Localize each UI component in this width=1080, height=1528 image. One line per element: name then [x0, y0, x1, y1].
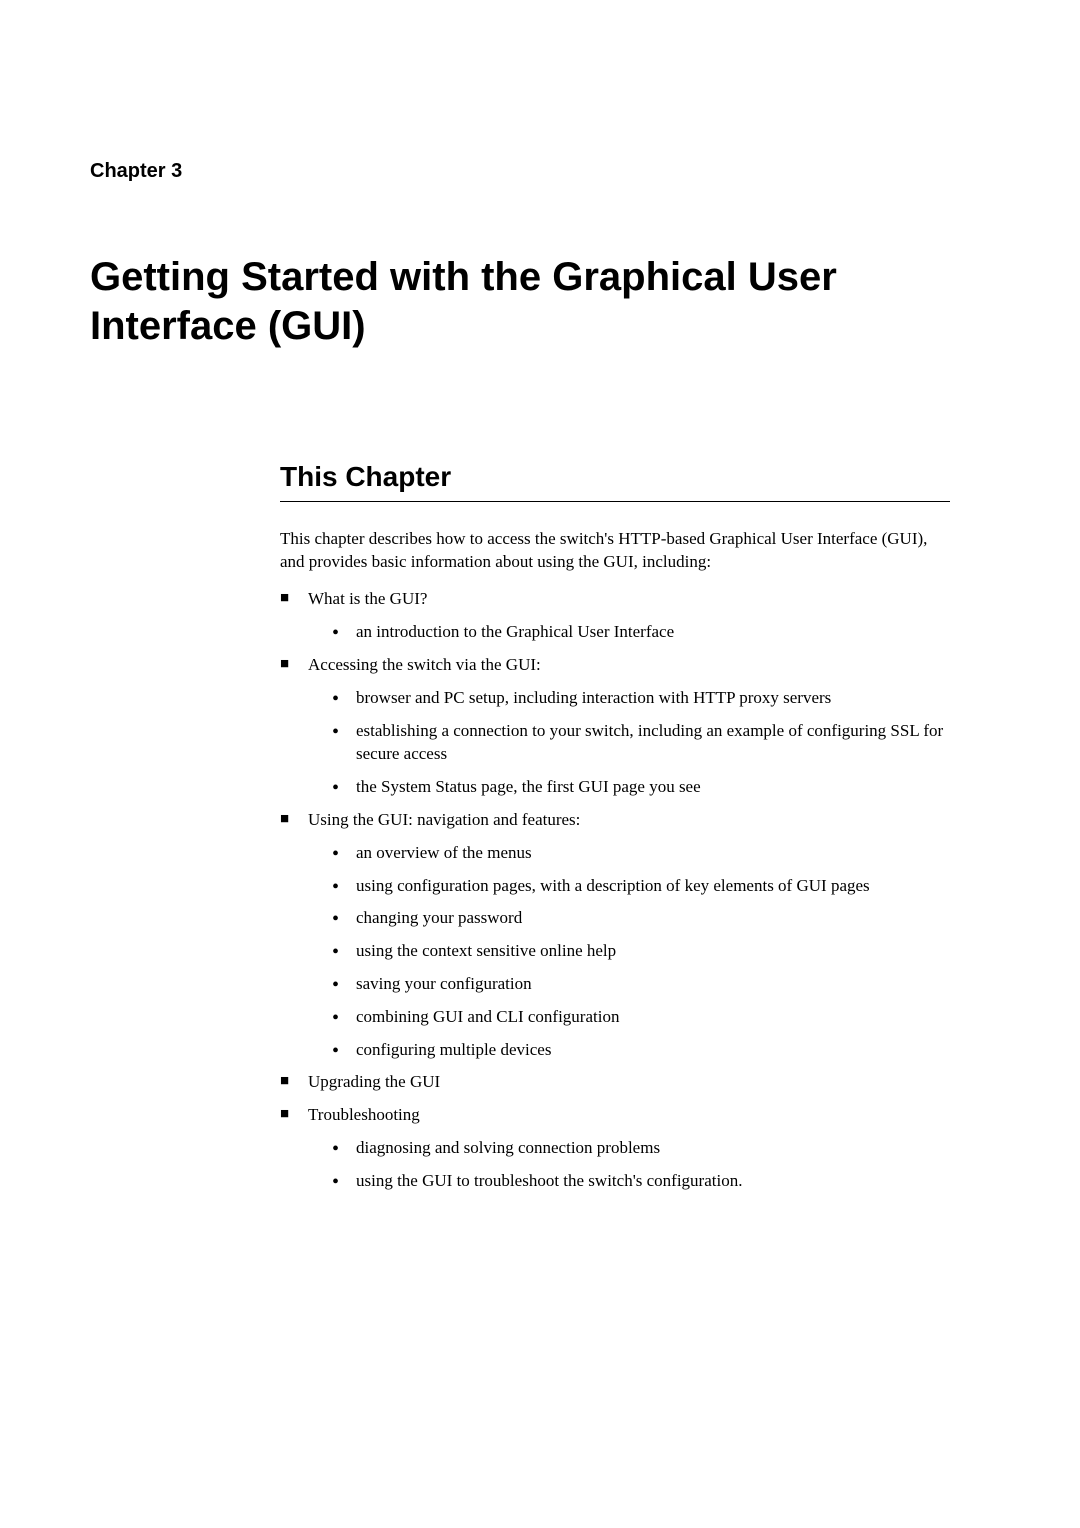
subtopic-list: an overview of the menus using configura… — [328, 841, 950, 1062]
topic-label: Using the GUI: navigation and features: — [308, 810, 580, 829]
subtopic-item: saving your configuration — [328, 972, 950, 996]
topic-item: Troubleshooting diagnosing and solving c… — [280, 1103, 950, 1192]
section-heading: This Chapter — [280, 461, 950, 502]
subtopic-item: using the context sensitive online help — [328, 939, 950, 963]
topic-item: Using the GUI: navigation and features: … — [280, 808, 950, 1061]
subtopic-item: the System Status page, the first GUI pa… — [328, 775, 950, 799]
subtopic-item: configuring multiple devices — [328, 1038, 950, 1062]
subtopic-item: an overview of the menus — [328, 841, 950, 865]
topic-list: What is the GUI? an introduction to the … — [280, 587, 950, 1192]
subtopic-list: browser and PC setup, including interact… — [328, 686, 950, 799]
subtopic-item: changing your password — [328, 906, 950, 930]
content-area: This Chapter This chapter describes how … — [280, 461, 950, 1193]
subtopic-item: using the GUI to troubleshoot the switch… — [328, 1169, 950, 1193]
subtopic-list: an introduction to the Graphical User In… — [328, 620, 950, 644]
subtopic-list: diagnosing and solving connection proble… — [328, 1136, 950, 1193]
intro-paragraph: This chapter describes how to access the… — [280, 528, 950, 574]
topic-label: Upgrading the GUI — [308, 1072, 440, 1091]
topic-item: Upgrading the GUI — [280, 1070, 950, 1094]
subtopic-item: an introduction to the Graphical User In… — [328, 620, 950, 644]
topic-label: What is the GUI? — [308, 589, 427, 608]
subtopic-item: establishing a connection to your switch… — [328, 719, 950, 767]
chapter-label: Chapter 3 — [90, 160, 990, 183]
subtopic-item: combining GUI and CLI configuration — [328, 1005, 950, 1029]
topic-item: What is the GUI? an introduction to the … — [280, 587, 950, 644]
subtopic-item: browser and PC setup, including interact… — [328, 686, 950, 710]
subtopic-item: using configuration pages, with a descri… — [328, 874, 950, 898]
main-title: Getting Started with the Graphical User … — [90, 253, 990, 351]
topic-label: Troubleshooting — [308, 1105, 420, 1124]
topic-label: Accessing the switch via the GUI: — [308, 655, 541, 674]
topic-item: Accessing the switch via the GUI: browse… — [280, 653, 950, 799]
subtopic-item: diagnosing and solving connection proble… — [328, 1136, 950, 1160]
